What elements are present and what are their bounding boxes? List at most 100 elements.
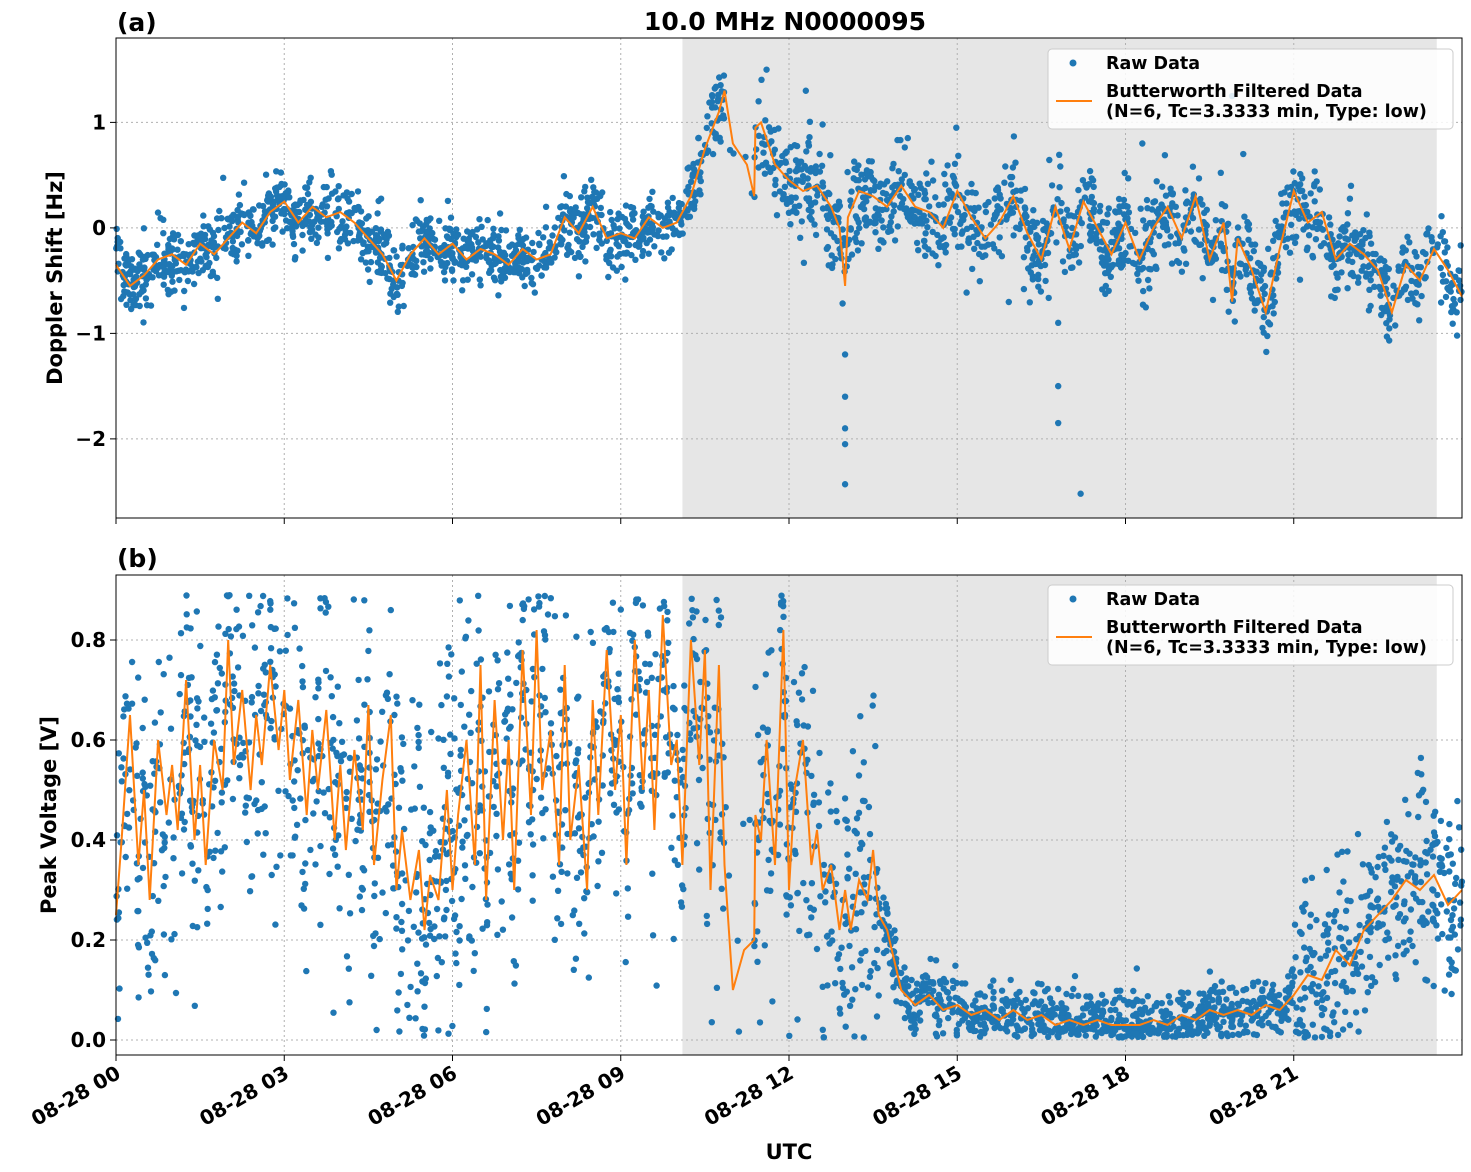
raw-point <box>952 203 959 210</box>
raw-point <box>1436 862 1443 869</box>
raw-point <box>607 246 614 253</box>
raw-point <box>1324 973 1332 980</box>
raw-point <box>1399 249 1406 256</box>
raw-point <box>553 249 560 256</box>
raw-point-outlier <box>763 66 770 73</box>
raw-point <box>516 226 523 233</box>
raw-point <box>477 656 485 663</box>
raw-point <box>1434 241 1442 248</box>
raw-point <box>313 798 320 805</box>
raw-point <box>1115 220 1122 227</box>
raw-point <box>878 237 886 244</box>
raw-point <box>867 967 874 975</box>
raw-point <box>409 697 416 704</box>
raw-point <box>895 168 902 175</box>
raw-point <box>1174 212 1181 219</box>
raw-point <box>762 117 769 124</box>
raw-point <box>324 254 332 262</box>
raw-point <box>183 592 190 599</box>
raw-point <box>133 740 140 747</box>
raw-point <box>459 838 466 845</box>
raw-point <box>1077 242 1085 250</box>
raw-point <box>1342 235 1349 242</box>
raw-point <box>344 195 351 202</box>
raw-point <box>643 678 651 686</box>
raw-point <box>1017 187 1025 194</box>
raw-point <box>303 967 310 975</box>
raw-point <box>779 599 786 606</box>
raw-point <box>1422 250 1429 258</box>
raw-point <box>343 788 350 796</box>
raw-point <box>1291 921 1299 928</box>
raw-point <box>189 922 196 930</box>
raw-point <box>626 733 634 740</box>
raw-point <box>521 282 528 290</box>
raw-point <box>720 905 727 912</box>
raw-point <box>1261 290 1268 298</box>
raw-point <box>1338 269 1345 276</box>
raw-point <box>599 189 606 196</box>
raw-point <box>440 736 447 743</box>
raw-point <box>469 883 476 891</box>
raw-point <box>290 600 298 607</box>
raw-point <box>233 625 240 633</box>
raw-point <box>811 221 818 228</box>
raw-point <box>1340 224 1347 231</box>
raw-point <box>245 237 252 244</box>
raw-point <box>1270 310 1277 317</box>
raw-point <box>444 249 452 256</box>
raw-point <box>1309 1021 1317 1028</box>
raw-point <box>194 705 201 712</box>
raw-point <box>1408 869 1415 876</box>
raw-point <box>699 764 706 772</box>
raw-point <box>420 223 427 231</box>
raw-point <box>708 98 716 106</box>
raw-point <box>222 681 229 688</box>
raw-point <box>695 776 703 784</box>
raw-point <box>1395 856 1402 863</box>
raw-point <box>846 865 853 872</box>
raw-point <box>715 91 722 99</box>
raw-point <box>942 249 949 256</box>
raw-point <box>1086 223 1093 230</box>
raw-point <box>1437 264 1444 272</box>
raw-point <box>855 809 863 816</box>
raw-point <box>1070 985 1077 993</box>
raw-point <box>542 636 549 643</box>
raw-point <box>798 696 806 703</box>
raw-point <box>117 295 125 303</box>
raw-point <box>1441 249 1449 256</box>
raw-point <box>786 1032 793 1040</box>
raw-point <box>1195 175 1203 182</box>
raw-point <box>935 239 942 246</box>
raw-point <box>364 266 372 273</box>
raw-point <box>461 817 468 824</box>
raw-point <box>1342 1008 1349 1015</box>
raw-point <box>377 266 385 273</box>
raw-point <box>177 671 185 679</box>
raw-point <box>878 217 885 224</box>
raw-point <box>629 210 636 218</box>
raw-point <box>907 218 915 225</box>
raw-point <box>357 256 365 263</box>
raw-point <box>1134 270 1141 277</box>
raw-point <box>345 965 352 972</box>
raw-point <box>1309 254 1317 261</box>
raw-point <box>573 757 580 764</box>
raw-point <box>931 1012 939 1019</box>
raw-point <box>588 176 595 183</box>
raw-point <box>922 196 929 203</box>
raw-point <box>806 118 814 126</box>
raw-point <box>384 695 392 703</box>
raw-point <box>426 932 434 939</box>
raw-point <box>581 930 588 937</box>
raw-point <box>1252 1003 1260 1010</box>
raw-point <box>395 303 402 310</box>
raw-point <box>926 203 933 210</box>
raw-point <box>335 183 342 190</box>
raw-point <box>932 194 939 201</box>
raw-point <box>622 202 630 209</box>
raw-point <box>330 736 337 744</box>
raw-point <box>1044 249 1052 257</box>
raw-point <box>508 241 516 248</box>
